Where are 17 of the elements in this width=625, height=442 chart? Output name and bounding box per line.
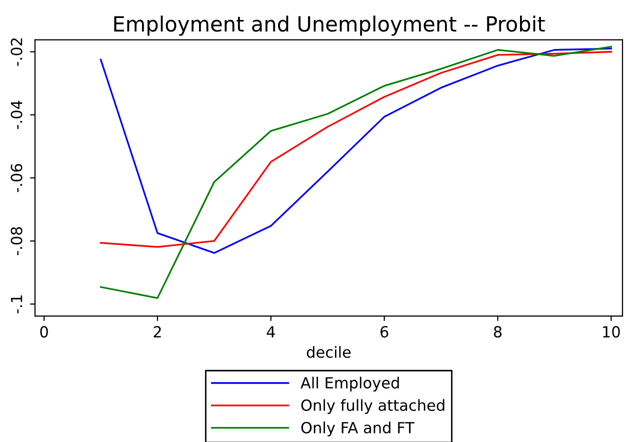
x-axis-title: decile	[306, 346, 351, 358]
y-tick-label: -.06	[10, 164, 22, 192]
x-tick-label: 0	[40, 326, 48, 338]
x-tick-label: 4	[266, 326, 275, 338]
x-tick-label: 10	[603, 326, 620, 338]
x-tick-label: 2	[154, 326, 161, 338]
legend-label: All Employed	[300, 376, 399, 392]
y-tick-label: -.08	[10, 227, 22, 256]
x-tick-label: 6	[380, 326, 388, 338]
line-series	[100, 46, 612, 299]
x-tick-label: 8	[494, 326, 502, 338]
y-tick-label: -.04	[10, 100, 22, 129]
y-tick-label: -.02	[10, 38, 22, 66]
chart-title: Employment and Unemployment -- Probit	[114, 16, 545, 36]
legend-label: Only fully attached	[301, 399, 444, 414]
legend-label: Only FA and FT	[301, 422, 415, 436]
y-tick-label: -.1	[10, 295, 22, 314]
